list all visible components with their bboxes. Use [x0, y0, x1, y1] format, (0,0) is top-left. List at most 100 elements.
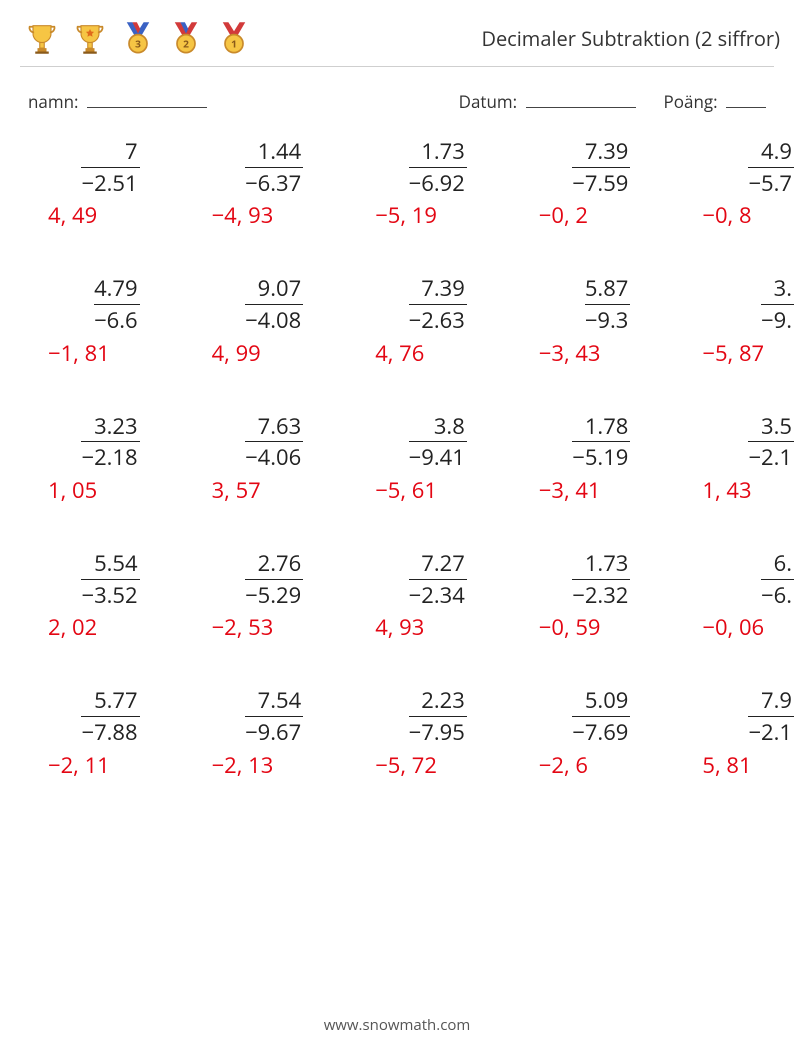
- answer: 4, 49: [48, 200, 140, 230]
- problem-stack: 4.79−6.6: [48, 274, 140, 335]
- footer-url: www.snowmath.com: [0, 1015, 794, 1035]
- answer: −2, 13: [212, 750, 304, 780]
- svg-text:3: 3: [135, 37, 141, 51]
- problem: 3.23−2.181, 05: [48, 412, 140, 505]
- trophy-icon: [24, 20, 60, 56]
- answer: 3, 57: [212, 475, 304, 505]
- answer: −2, 6: [539, 750, 631, 780]
- minuend: 3.: [774, 274, 794, 304]
- minuend: 3.5: [761, 412, 794, 442]
- minuend: 5.87: [585, 274, 631, 304]
- answer: −2, 11: [48, 750, 140, 780]
- header-bar: 3 2 1 Decimaler Subtraktion (2 siffror): [0, 0, 794, 64]
- answer: 4, 99: [212, 338, 304, 368]
- minuend: 7: [125, 137, 140, 167]
- answer: 5, 81: [702, 750, 794, 780]
- minuend: 5.54: [94, 549, 140, 579]
- problem: 3.8−9.41−5, 61: [375, 412, 467, 505]
- minuend: 3.23: [94, 412, 140, 442]
- minuend: 4.79: [94, 274, 140, 304]
- subtrahend: −9.41: [409, 441, 467, 473]
- problem-stack: 3.5−2.1: [702, 412, 794, 473]
- score-blank[interactable]: [726, 89, 766, 108]
- subtrahend: −2.1: [748, 441, 794, 473]
- problem: 6.−6.−0, 06: [702, 549, 794, 642]
- subtrahend: −5.29: [245, 579, 303, 611]
- problem-stack: 7.63−4.06: [212, 412, 304, 473]
- answer: −5, 19: [375, 200, 467, 230]
- problem-stack: 5.87−9.3: [539, 274, 631, 335]
- subtrahend: −7.95: [409, 716, 467, 748]
- problem-stack: 1.44−6.37: [212, 137, 304, 198]
- answer: 1, 43: [702, 475, 794, 505]
- answer: −4, 93: [212, 200, 304, 230]
- problem: 7.63−4.063, 57: [212, 412, 304, 505]
- minuend: 6.: [774, 549, 794, 579]
- medal-3-icon: 3: [120, 20, 156, 56]
- minuend: 1.73: [421, 137, 467, 167]
- subtrahend: −2.32: [572, 579, 630, 611]
- subtrahend: −2.51: [81, 167, 139, 199]
- answer: −0, 2: [539, 200, 631, 230]
- subtrahend: −2.63: [409, 304, 467, 336]
- problem: 1.78−5.19−3, 41: [539, 412, 631, 505]
- problem: 1.73−2.32−0, 59: [539, 549, 631, 642]
- problem: 1.73−6.92−5, 19: [375, 137, 467, 230]
- date-label: Datum:: [459, 90, 517, 113]
- minuend: 4.9: [761, 137, 794, 167]
- name-blank[interactable]: [87, 89, 207, 108]
- problem: 4.9−5.7−0, 8: [702, 137, 794, 230]
- problem-stack: 7.27−2.34: [375, 549, 467, 610]
- trophy-star-icon: [72, 20, 108, 56]
- problem-stack: 1.78−5.19: [539, 412, 631, 473]
- minuend: 2.76: [258, 549, 304, 579]
- svg-text:2: 2: [183, 37, 189, 51]
- problem: 5.87−9.3−3, 43: [539, 274, 631, 367]
- worksheet-page: 3 2 1 Decimaler Subtraktion (2 siffror) …: [0, 0, 794, 1053]
- subtrahend: −4.08: [245, 304, 303, 336]
- subtrahend: −3.52: [81, 579, 139, 611]
- problem-stack: 7.9−2.1: [702, 686, 794, 747]
- minuend: 3.8: [434, 412, 467, 442]
- problem: 7.27−2.344, 93: [375, 549, 467, 642]
- problem-row: 7−2.514, 49 1.44−6.37−4, 93 1.73−6.92−5, 1…: [48, 137, 794, 230]
- problem-stack: 3.8−9.41: [375, 412, 467, 473]
- problem: 7.54−9.67−2, 13: [212, 686, 304, 779]
- problem: 5.09−7.69−2, 6: [539, 686, 631, 779]
- problem-row: 3.23−2.181, 05 7.63−4.063, 57 3.8−9.41−5, …: [48, 412, 794, 505]
- problem: 7−2.514, 49: [48, 137, 140, 230]
- problem-stack: 7.39−2.63: [375, 274, 467, 335]
- problem-row: 5.77−7.88−2, 117.54−9.67−2, 132.23−7.95−…: [48, 686, 794, 779]
- problems-grid: 7−2.514, 49 1.44−6.37−4, 93 1.73−6.92−5, 1…: [0, 113, 794, 780]
- problem: 5.54−3.522, 02: [48, 549, 140, 642]
- date-field: Datum:: [459, 89, 636, 113]
- problem-stack: 5.77−7.88: [48, 686, 140, 747]
- problem-stack: 3.−9.: [702, 274, 794, 335]
- problem-stack: 1.73−6.92: [375, 137, 467, 198]
- problem-stack: 7.39−7.59: [539, 137, 631, 198]
- problem-stack: 5.09−7.69: [539, 686, 631, 747]
- score-label: Poäng:: [664, 90, 718, 113]
- problem: 5.77−7.88−2, 11: [48, 686, 140, 779]
- medal-1-icon: 1: [216, 20, 252, 56]
- name-label: namn:: [28, 90, 79, 113]
- problem-stack: 7.54−9.67: [212, 686, 304, 747]
- answer: −3, 43: [539, 338, 631, 368]
- subtrahend: −2.18: [81, 441, 139, 473]
- answer: −0, 59: [539, 612, 631, 642]
- problem-stack: 3.23−2.18: [48, 412, 140, 473]
- problem-stack: 1.73−2.32: [539, 549, 631, 610]
- medal-row: 3 2 1: [24, 20, 252, 56]
- problem: 3.5−2.11, 43: [702, 412, 794, 505]
- minuend: 5.77: [94, 686, 140, 716]
- subtrahend: −7.88: [81, 716, 139, 748]
- date-blank[interactable]: [526, 89, 636, 108]
- subtrahend: −5.7: [748, 167, 794, 199]
- subtrahend: −2.1: [748, 716, 794, 748]
- problem: 7.39−7.59−0, 2: [539, 137, 631, 230]
- problem-stack: 7−2.51: [48, 137, 140, 198]
- subtrahend: −4.06: [245, 441, 303, 473]
- problem-row: 4.79−6.6−1, 819.07−4.084, 997.39−2.634, …: [48, 274, 794, 367]
- page-title: Decimaler Subtraktion (2 siffror): [481, 25, 780, 52]
- subtrahend: −7.69: [572, 716, 630, 748]
